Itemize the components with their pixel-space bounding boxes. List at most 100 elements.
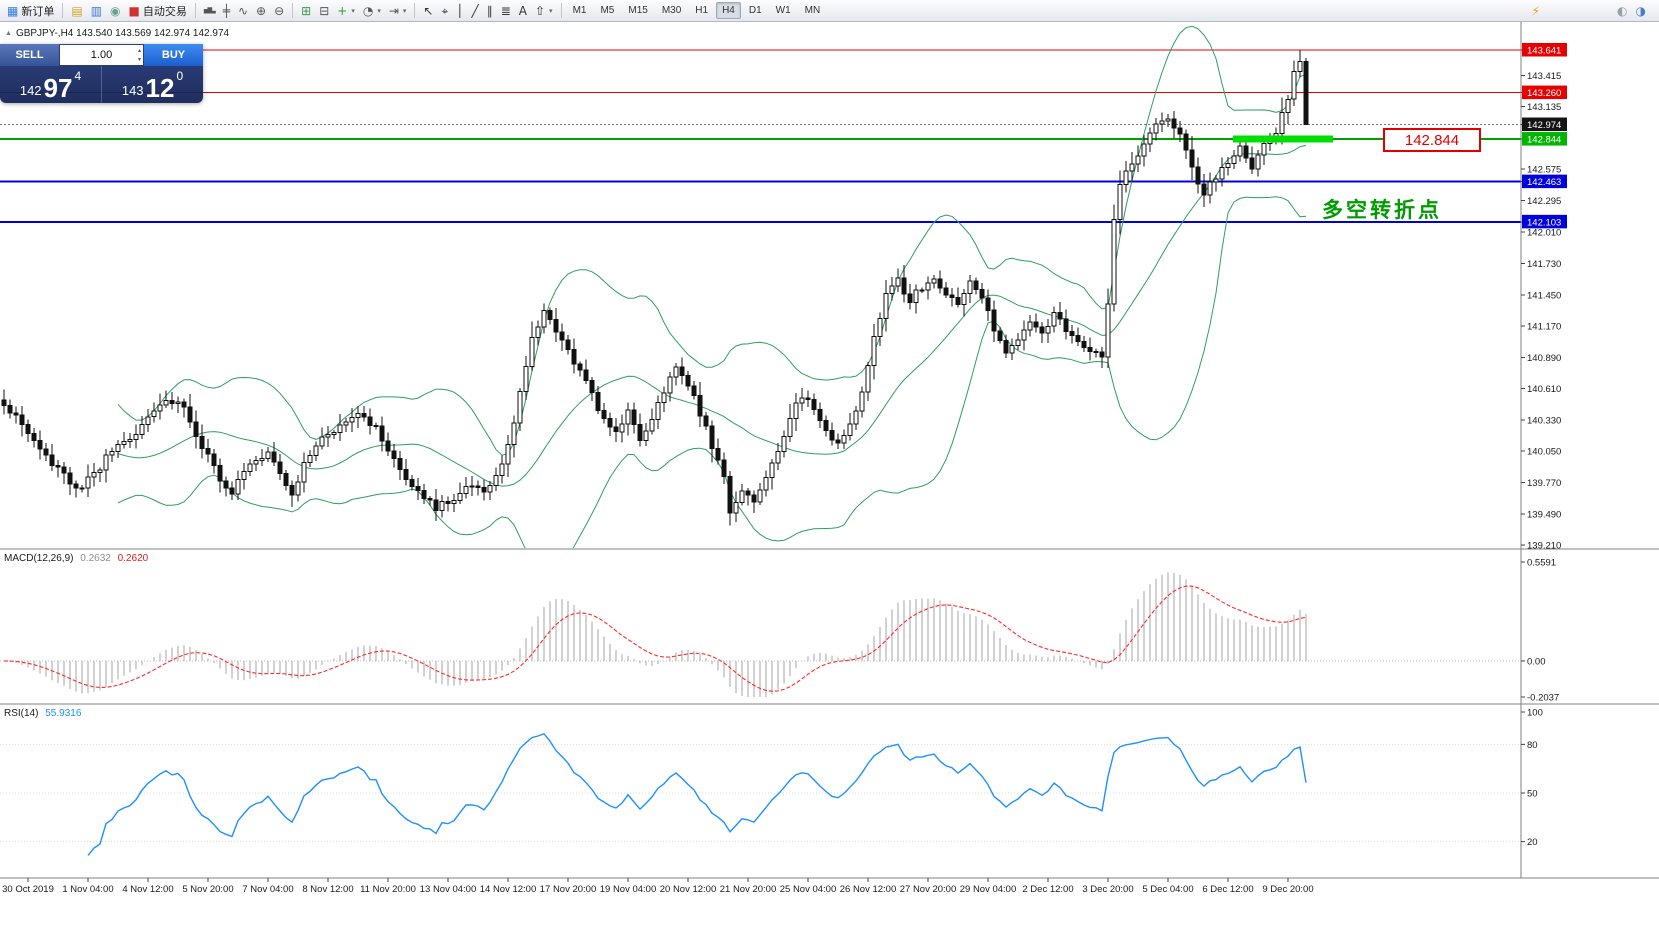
candlestick-chart-icon[interactable]: ╪ xyxy=(220,2,233,20)
buy-price-display[interactable]: 143 12 0 xyxy=(101,66,203,103)
volume-input[interactable]: 1.00 ▴ ▾ xyxy=(60,45,143,65)
svg-text:141.450: 141.450 xyxy=(1527,290,1561,301)
timeframe-m15-button[interactable]: M15 xyxy=(628,5,648,16)
add-indicator-icon-dropdown-icon[interactable]: ▾ xyxy=(351,7,355,15)
time-axis[interactable]: 30 Oct 2019 1 Nov 04:00 4 Nov 12:00 5 Nov 2… xyxy=(0,877,1659,895)
svg-text:139.490: 139.490 xyxy=(1527,509,1561,520)
crosshair-icon[interactable]: ⌖ xyxy=(438,2,451,20)
svg-text:26 Nov 12:00: 26 Nov 12:00 xyxy=(840,884,897,895)
rsi-name: RSI(14) xyxy=(4,708,39,719)
cursor-icon[interactable]: ↖ xyxy=(420,2,436,20)
tile-windows-icon-glyph: ⊞ xyxy=(301,3,312,18)
timeframe-w1-button[interactable]: W1 xyxy=(775,5,791,16)
trendline-icon[interactable]: ╱ xyxy=(468,2,481,20)
svg-text:5 Nov 20:00: 5 Nov 20:00 xyxy=(182,884,233,895)
svg-text:140.330: 140.330 xyxy=(1527,415,1561,426)
svg-text:19 Nov 04:00: 19 Nov 04:00 xyxy=(600,884,657,895)
sell-price-display[interactable]: 142 97 4 xyxy=(0,66,101,103)
autotrading-button[interactable]: ■ 自动交易 xyxy=(126,2,190,20)
toolbar-separator xyxy=(414,3,416,18)
svg-text:13 Nov 04:00: 13 Nov 04:00 xyxy=(420,884,477,895)
channel-icon[interactable]: ∥ xyxy=(484,2,496,20)
zoom-out-icon-glyph: ⊖ xyxy=(274,3,285,18)
svg-text:29 Nov 04:00: 29 Nov 04:00 xyxy=(960,884,1017,895)
fibonacci-icon[interactable]: ≣ xyxy=(498,2,514,20)
price-axis[interactable]: 143.641 143.415 143.260 143.135 142.974 142.8… xyxy=(0,22,1659,878)
vertical-line-icon[interactable]: │ xyxy=(453,2,466,20)
add-indicator-icon[interactable]: + ▾ xyxy=(334,2,358,20)
symbol-info-bar: ▲ GBPJPY-,H4 143.540 143.569 142.974 142… xyxy=(5,28,229,39)
svg-text:21 Nov 20:00: 21 Nov 20:00 xyxy=(720,884,777,895)
main-chart-plot[interactable] xyxy=(0,25,1521,578)
crosshair-icon-glyph: ⌖ xyxy=(441,3,449,18)
rsi-value: 55.9316 xyxy=(45,708,82,719)
timeframe-mn-button[interactable]: MN xyxy=(804,5,821,16)
svg-text:4 Nov 12:00: 4 Nov 12:00 xyxy=(122,884,173,895)
svg-text:11 Nov 20:00: 11 Nov 20:00 xyxy=(360,884,416,895)
turning-point-text-annotation[interactable]: 多空转折点 xyxy=(1322,199,1442,222)
community-icon[interactable]: ◉ xyxy=(107,2,123,20)
macd-signal-value: 0.2620 xyxy=(117,553,149,564)
chart-window[interactable]: 143.641 143.415 143.260 143.135 142.974 142.8… xyxy=(0,22,1659,947)
period-cycle-icon-glyph: ◔ xyxy=(362,3,374,18)
profiles-icon-glyph: ▥ xyxy=(90,3,103,18)
chart-shift-icon[interactable]: ⇥ ▾ xyxy=(386,2,410,20)
bar-chart-icon[interactable]: ▅▇▃ xyxy=(201,2,218,20)
zoom-in-icon-glyph: ⊕ xyxy=(256,3,267,18)
chart-shift-icon-dropdown-icon[interactable]: ▾ xyxy=(402,7,407,15)
rsi-plot xyxy=(0,732,1521,856)
volume-up-icon[interactable]: ▴ xyxy=(137,47,141,54)
svg-text:140.890: 140.890 xyxy=(1527,353,1561,364)
svg-text:27 Nov 20:00: 27 Nov 20:00 xyxy=(900,884,957,895)
chart-shift-icon-glyph: ⇥ xyxy=(388,3,399,18)
arrow-tools-icon-dropdown-icon[interactable]: ▾ xyxy=(549,7,553,15)
timeframe-h1-button[interactable]: H1 xyxy=(695,5,709,16)
text-icon[interactable]: A xyxy=(516,2,530,20)
svg-text:142.010: 142.010 xyxy=(1527,228,1561,239)
profiles-icon[interactable]: ▥ xyxy=(88,2,105,20)
trendline-icon-glyph: ╱ xyxy=(471,3,479,18)
vertical-line-icon-glyph: │ xyxy=(456,3,464,18)
svg-text:80: 80 xyxy=(1527,740,1538,751)
lightning-icon-glyph: ⚡ xyxy=(1531,3,1541,18)
svg-text:7 Nov 04:00: 7 Nov 04:00 xyxy=(242,884,293,895)
timeframe-h4-button[interactable]: H4 xyxy=(716,2,741,19)
cascade-windows-icon[interactable]: ⊟ xyxy=(316,2,332,20)
community-a-icon-glyph: ◐ xyxy=(1617,3,1628,18)
timeframe-m5-button[interactable]: M5 xyxy=(600,5,615,16)
svg-text:141.730: 141.730 xyxy=(1527,259,1561,270)
period-cycle-icon[interactable]: ◔ ▾ xyxy=(360,2,384,20)
chart-canvas[interactable]: 143.641 143.415 143.260 143.135 142.974 142.8… xyxy=(0,22,1659,947)
svg-text:1 Nov 04:00: 1 Nov 04:00 xyxy=(62,884,113,895)
new-order-button[interactable]: ▦ 新订单 xyxy=(4,2,57,20)
price-level-annotation[interactable]: 142.844 xyxy=(1383,128,1481,152)
tile-windows-icon[interactable]: ⊞ xyxy=(298,2,314,20)
zoom-in-icon[interactable]: ⊕ xyxy=(253,2,269,20)
add-indicator-icon-glyph: + xyxy=(337,3,348,18)
line-chart-icon-glyph: ∿ xyxy=(237,3,248,18)
sell-price-pips: 97 xyxy=(43,72,73,103)
volume-spinner[interactable]: ▴ ▾ xyxy=(138,46,141,64)
line-chart-icon[interactable]: ∿ xyxy=(235,2,251,20)
svg-text:142.295: 142.295 xyxy=(1527,196,1561,207)
buy-price-point: 0 xyxy=(176,69,184,83)
lightning-icon[interactable]: ⚡ xyxy=(1529,2,1543,20)
svg-text:17 Nov 20:00: 17 Nov 20:00 xyxy=(540,884,597,895)
period-cycle-icon-dropdown-icon[interactable]: ▾ xyxy=(377,7,381,15)
buy-button[interactable]: BUY xyxy=(144,44,203,66)
timeframe-m30-button[interactable]: M30 xyxy=(661,5,682,16)
sell-button[interactable]: SELL xyxy=(0,44,59,66)
timeframe-d1-button[interactable]: D1 xyxy=(748,5,762,16)
svg-text:14 Nov 12:00: 14 Nov 12:00 xyxy=(480,884,537,895)
collapse-icon[interactable]: ▲ xyxy=(5,30,12,37)
timeframe-m1-button[interactable]: M1 xyxy=(572,5,587,16)
charts-icon[interactable]: ▤ xyxy=(68,2,85,20)
community-b-icon-glyph: ◑ xyxy=(1635,3,1646,18)
volume-down-icon[interactable]: ▾ xyxy=(137,56,141,63)
community-a-icon[interactable]: ◐ xyxy=(1614,2,1630,20)
svg-text:143.415: 143.415 xyxy=(1527,71,1561,82)
community-b-icon[interactable]: ◑ xyxy=(1633,2,1649,20)
arrow-tools-icon[interactable]: ⇧ ▾ xyxy=(532,2,556,20)
fibonacci-icon-glyph: ≣ xyxy=(500,3,511,18)
zoom-out-icon[interactable]: ⊖ xyxy=(271,2,287,20)
